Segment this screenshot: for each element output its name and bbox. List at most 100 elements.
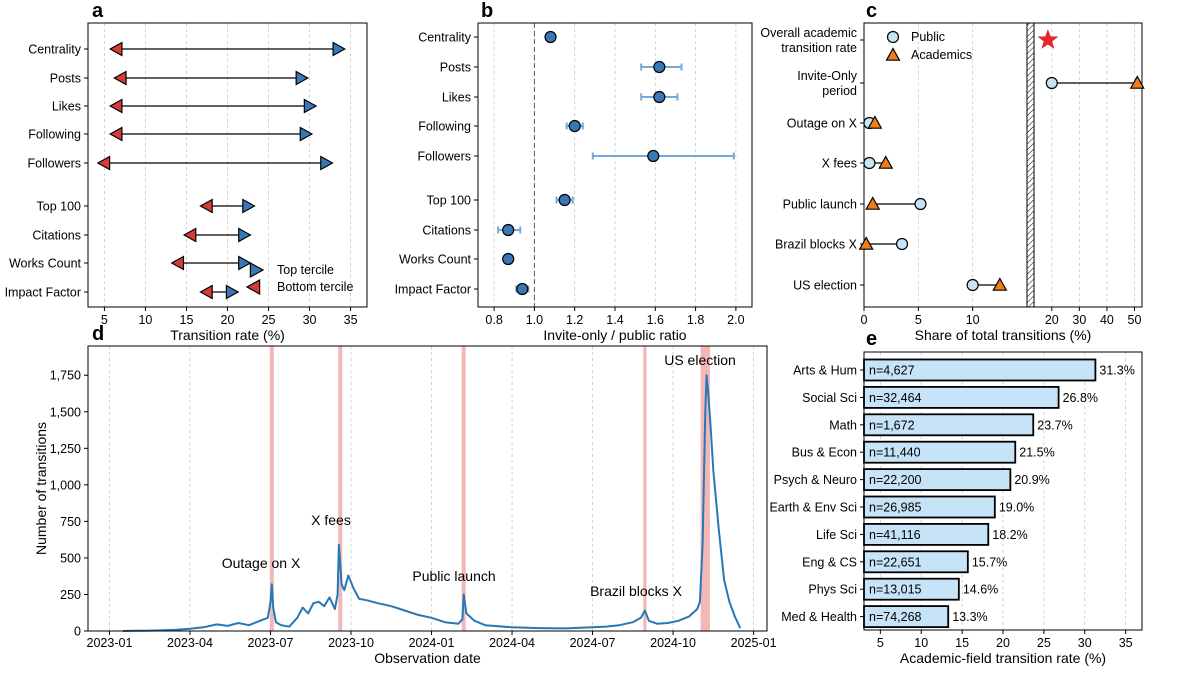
bar-n-label: n=1,672: [869, 418, 915, 432]
event-label: US election: [664, 352, 736, 368]
public-marker: [966, 278, 979, 292]
x-tick-label: 15: [180, 313, 194, 327]
bottom-tercile-marker: [113, 70, 127, 86]
y-tick-label: Brazil blocks X: [775, 238, 858, 252]
academics-marker: [878, 155, 894, 169]
y-tick-label: period: [822, 84, 857, 98]
x-tick-label: 10: [966, 313, 980, 327]
plot-frame: [87, 345, 768, 632]
y-tick-label: 1,250: [50, 442, 81, 456]
y-tick-label: 1,750: [50, 369, 81, 383]
academics-marker: [858, 236, 874, 250]
academics-marker: [867, 115, 883, 129]
panel-label-b: b: [481, 0, 493, 22]
event-band: [269, 346, 274, 631]
ratio-point: [544, 30, 557, 44]
y-tick-label: Arts & Hum: [793, 364, 857, 378]
x-tick-label: 20: [221, 313, 235, 327]
transitions-line: [122, 374, 742, 632]
y-tick-label: Life Sci: [816, 528, 857, 542]
panel-d-timeseries-chart: 2023-01 2023-04 2023-07 2023-10 2024-01 2024-…: [33, 345, 777, 666]
bar-n-label: n=41,116: [869, 528, 921, 542]
y-tick-label: Med & Health: [781, 610, 857, 624]
legend-bottom-label: Bottom tercile: [277, 280, 353, 294]
overall-rate-star-marker: [1037, 29, 1059, 49]
event-band: [643, 346, 647, 631]
y-tick-label: Following: [28, 128, 81, 142]
x-tick-label: 1.6: [647, 313, 664, 327]
x-tick-label: 40: [1100, 313, 1114, 327]
y-tick-label: Eng & CS: [802, 555, 857, 569]
x-tick-label: 2024-01: [409, 636, 455, 650]
x-tick-label: 0.8: [485, 313, 502, 327]
bar-value-label: 13.3%: [952, 610, 987, 624]
y-tick-label: Top 100: [427, 194, 472, 208]
bar-n-label: n=32,464: [869, 391, 922, 405]
panel-label-c: c: [866, 0, 877, 22]
field-bar: [863, 468, 1012, 492]
y-tick-label: Posts: [440, 61, 471, 75]
x-axis-label: Observation date: [374, 650, 481, 666]
panel-label-d: d: [92, 323, 104, 345]
y-tick-label: transition rate: [781, 41, 857, 55]
ratio-point: [647, 149, 660, 163]
bottom-tercile-marker: [170, 255, 185, 271]
y-tick-label: Math: [829, 418, 857, 432]
bottom-tercile-marker: [182, 227, 197, 243]
y-tick-label: 1,000: [50, 478, 81, 492]
y-tick-label: Phys Sci: [808, 583, 857, 597]
ratio-point: [558, 193, 571, 207]
public-marker: [863, 156, 876, 170]
panel-b-ratio-chart: 0.8 1.0 1.2 1.4 1.6 1.8 2.0 Centrality Posts Like…: [395, 22, 753, 343]
panel-e-field-bar-chart: 5 10 15 20 25 30 35 Arts & Hum n=4,627 31.3% Socia…: [769, 351, 1143, 666]
plot-frame: [87, 22, 368, 308]
bar-value-label: 23.7%: [1037, 418, 1072, 432]
top-tercile-marker: [320, 155, 334, 171]
y-tick-label: Social Sci: [802, 391, 857, 405]
x-tick-label: 2023-04: [167, 636, 213, 650]
y-tick-label: Top 100: [37, 200, 82, 214]
field-bar: [863, 495, 996, 519]
event-label: Brazil blocks X: [590, 583, 682, 599]
y-tick-label: Bus & Econ: [792, 446, 857, 460]
bar-n-label: n=4,627: [869, 364, 915, 378]
x-tick-label: 30: [303, 313, 317, 327]
y-tick-label: Citations: [422, 224, 471, 238]
bar-value-label: 15.7%: [972, 555, 1007, 569]
event-label: Public launch: [412, 568, 495, 584]
bar-value-label: 14.6%: [963, 583, 998, 597]
y-tick-label: Followers: [28, 157, 82, 171]
legend-top-label: Top tercile: [277, 263, 334, 277]
y-tick-label: 1,500: [50, 405, 81, 419]
x-tick-label: 2023-01: [87, 636, 133, 650]
y-tick-label: Outage on X: [787, 117, 858, 131]
axis-break: [1026, 22, 1035, 308]
event-band: [700, 346, 710, 631]
x-tick-label: 5: [101, 313, 108, 327]
x-tick-label: 20: [996, 636, 1010, 650]
top-tercile-marker: [303, 98, 318, 114]
top-tercile-marker: [295, 70, 310, 86]
x-tick-label: 30: [1072, 313, 1086, 327]
top-tercile-marker: [238, 255, 252, 271]
x-axis-label: Transition rate (%): [170, 327, 285, 343]
y-tick-label: Citations: [32, 229, 81, 243]
panel-label-a: a: [92, 0, 104, 22]
x-tick-label: 2024-04: [489, 636, 535, 650]
x-tick-label: 5: [877, 636, 884, 650]
bar-value-label: 31.3%: [1099, 364, 1134, 378]
ratio-point: [568, 119, 581, 133]
public-marker: [1045, 76, 1058, 90]
y-tick-label: Public launch: [783, 198, 857, 212]
bar-n-label: n=26,985: [869, 501, 922, 515]
ratio-point: [502, 252, 515, 266]
field-bar: [863, 550, 969, 574]
x-tick-label: 35: [1119, 636, 1133, 650]
y-axis-label: Number of transitions: [33, 422, 49, 555]
panel-a-dumbbell-chart: 5 10 15 20 25 30 35 Centrality Posts Likes Followi…: [5, 22, 368, 343]
bottom-tercile-marker: [108, 41, 123, 57]
top-tercile-marker: [332, 41, 347, 57]
x-tick-label: 10: [914, 636, 928, 650]
y-tick-label: Works Count: [399, 253, 472, 267]
